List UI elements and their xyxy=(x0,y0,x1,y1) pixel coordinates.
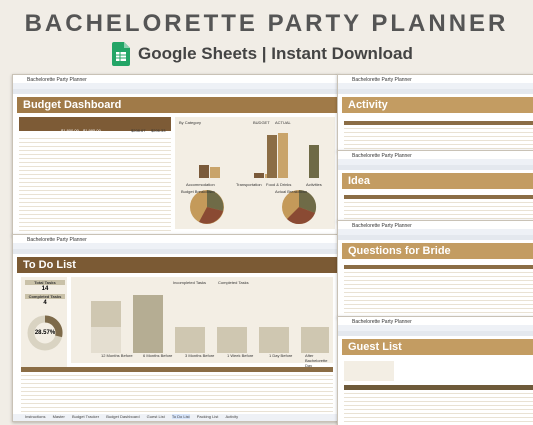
value: 14 xyxy=(41,286,49,292)
sheet-title: Idea xyxy=(342,173,533,189)
total: $208.67 xyxy=(131,128,146,133)
sheets-icon xyxy=(112,42,130,66)
column: 6 Months Before xyxy=(143,353,173,358)
category: Activities xyxy=(306,182,322,187)
sheet-title: Guest List xyxy=(342,339,533,355)
sheet-title: Questions for Bride xyxy=(342,243,533,259)
donut xyxy=(27,315,63,351)
app-title: Bachelorette Party Planner xyxy=(352,153,412,159)
todo-window: Bachelorette Party Planner To Do List To… xyxy=(12,234,339,422)
label: Completed Tasks xyxy=(25,294,65,299)
table xyxy=(19,135,171,231)
column: 1 Day Before xyxy=(269,353,293,358)
legend: ACTUAL xyxy=(275,120,291,125)
sheet-title: To Do List xyxy=(17,257,338,273)
app-title: Bachelorette Party Planner xyxy=(27,237,87,243)
pie-title: Budget Breakdown xyxy=(181,189,215,194)
title: BACHELORETTE PARTY PLANNER xyxy=(24,10,509,37)
app-title: Bachelorette Party Planner xyxy=(352,77,412,83)
tab-bar: Instructions Master Budget Tracker Budge… xyxy=(13,414,338,421)
category: Food & Drinks xyxy=(266,182,292,187)
tab[interactable]: Packing List xyxy=(196,414,219,419)
app-title: Bachelorette Party Planner xyxy=(352,319,412,325)
tab[interactable]: To Do List xyxy=(171,414,190,419)
total: $1,800.00 xyxy=(61,128,79,133)
guest-window: Bachelorette Party Planner Guest List xyxy=(337,316,533,425)
column: 1 Week Before xyxy=(227,353,254,358)
total: $1,995.00 xyxy=(83,128,101,133)
column-headers: 12 Months Before 6 Months Before 3 Month… xyxy=(21,353,333,369)
todo-chart xyxy=(91,295,329,353)
tab[interactable]: Budget Dashboard xyxy=(106,414,140,419)
app-title: Bachelorette Party Planner xyxy=(27,77,87,83)
budget-window: Bachelorette Party Planner Budget Dashbo… xyxy=(12,74,339,236)
activity-window: Bachelorette Party Planner Activity xyxy=(337,74,533,152)
percent: 28.57% xyxy=(34,330,56,336)
idea-window: Bachelorette Party Planner Idea xyxy=(337,150,533,222)
questions-window: Bachelorette Party Planner Questions for… xyxy=(337,220,533,318)
tab[interactable]: Budget Tracker xyxy=(71,414,100,419)
legend: Incompleted Tasks xyxy=(173,280,207,285)
legend: Completed Tasks xyxy=(218,280,249,285)
label: Total Tasks xyxy=(25,280,65,285)
column: 3 Months Before xyxy=(185,353,215,358)
app-title: Bachelorette Party Planner xyxy=(352,223,412,229)
subtitle: Google Sheets | Instant Download xyxy=(138,44,413,63)
column: After Bachelorette Day xyxy=(305,353,328,368)
total: $206.33 xyxy=(151,128,166,133)
charts xyxy=(190,133,319,225)
tab[interactable]: Guest List xyxy=(146,414,165,419)
todo-table xyxy=(21,372,333,412)
category: Transportation xyxy=(236,182,262,187)
category: Accommodation xyxy=(186,182,215,187)
legend: BUDGET xyxy=(253,120,270,125)
tab[interactable]: Master xyxy=(52,414,65,419)
chart-title: By Category xyxy=(179,120,202,125)
sheet-title: Budget Dashboard xyxy=(17,97,338,113)
value: 4 xyxy=(43,300,47,306)
tab[interactable]: Instructions xyxy=(25,414,46,419)
tab[interactable]: Activity xyxy=(225,414,239,419)
column: 12 Months Before xyxy=(101,353,133,358)
pie-title: Actual Breakdown xyxy=(275,189,308,194)
sheet-title: Activity xyxy=(342,97,533,113)
